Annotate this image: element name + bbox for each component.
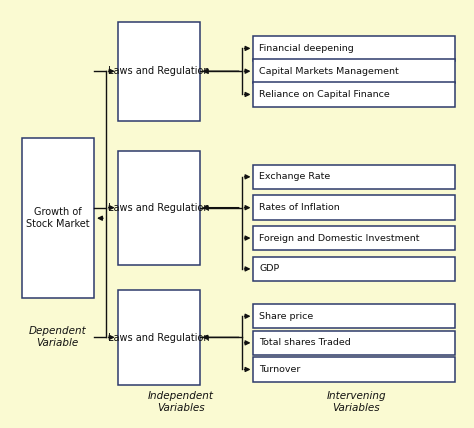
Text: Intervening
Variables: Intervening Variables: [327, 391, 386, 413]
Bar: [254, 36, 455, 61]
Text: Rates of Inflation: Rates of Inflation: [259, 203, 340, 212]
Text: Independent
Variables: Independent Variables: [148, 391, 214, 413]
Bar: [21, 138, 94, 298]
Bar: [254, 165, 455, 189]
Bar: [254, 82, 455, 107]
Bar: [254, 257, 455, 281]
Text: GDP: GDP: [259, 265, 279, 273]
Text: Foreign and Domestic Investment: Foreign and Domestic Investment: [259, 234, 419, 243]
Bar: [254, 196, 455, 220]
Text: Turnover: Turnover: [259, 365, 301, 374]
Text: Laws and Regulation: Laws and Regulation: [108, 203, 210, 213]
Text: Financial deepening: Financial deepening: [259, 44, 354, 53]
Text: Share price: Share price: [259, 312, 313, 321]
Bar: [118, 22, 200, 121]
Bar: [254, 330, 455, 355]
Text: Total shares Traded: Total shares Traded: [259, 339, 351, 348]
Text: Capital Markets Management: Capital Markets Management: [259, 67, 399, 76]
Bar: [118, 151, 200, 265]
Bar: [254, 226, 455, 250]
Bar: [118, 290, 200, 385]
Text: Reliance on Capital Finance: Reliance on Capital Finance: [259, 90, 390, 99]
Text: Dependent
Variable: Dependent Variable: [29, 326, 86, 348]
Bar: [254, 59, 455, 83]
Text: Laws and Regulation: Laws and Regulation: [108, 66, 210, 77]
Bar: [254, 304, 455, 328]
Text: Exchange Rate: Exchange Rate: [259, 172, 330, 181]
Text: Laws and Regulation: Laws and Regulation: [108, 333, 210, 342]
Text: Growth of
Stock Market: Growth of Stock Market: [26, 208, 90, 229]
Bar: [254, 357, 455, 382]
